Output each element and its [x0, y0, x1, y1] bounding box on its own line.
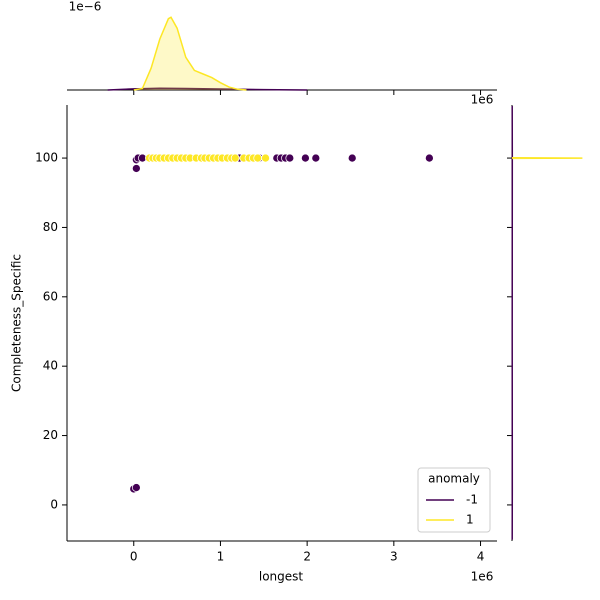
- point: [132, 483, 141, 492]
- kde-fill: [133, 17, 247, 90]
- point: [261, 153, 270, 163]
- point: [311, 153, 321, 163]
- y-tick-label: 100: [35, 151, 58, 165]
- y-tick-label: 80: [43, 220, 58, 234]
- x-offset-label: 1e6: [471, 93, 494, 107]
- point: [301, 153, 310, 163]
- y-tick-label: 20: [43, 428, 58, 442]
- point: [230, 153, 240, 163]
- x-tick-label: 0: [130, 550, 138, 564]
- y-tick-label: 40: [43, 359, 58, 373]
- top-offset-label: 1e−6: [69, 0, 102, 14]
- y-axis-label: Completeness_Specific: [10, 254, 24, 392]
- kde-line: [511, 156, 583, 160]
- y-tick-label: 60: [43, 289, 58, 303]
- legend-title: anomaly: [428, 472, 480, 486]
- legend-label: 1: [466, 513, 474, 527]
- y-tick-label: 0: [50, 497, 58, 511]
- x-axis-label: longest: [259, 570, 304, 584]
- x-tick-label: 4: [477, 550, 485, 564]
- point: [425, 153, 434, 163]
- legend-label: -1: [466, 493, 478, 507]
- x-tick-label: 1: [217, 550, 225, 564]
- point: [347, 153, 357, 163]
- point: [253, 153, 263, 163]
- x-tick-label: 3: [390, 550, 398, 564]
- point: [285, 153, 295, 163]
- kde-line: [133, 16, 247, 91]
- point: [132, 164, 141, 173]
- x-tick-label: 2: [303, 550, 311, 564]
- x-offset-label: 1e6: [471, 570, 494, 584]
